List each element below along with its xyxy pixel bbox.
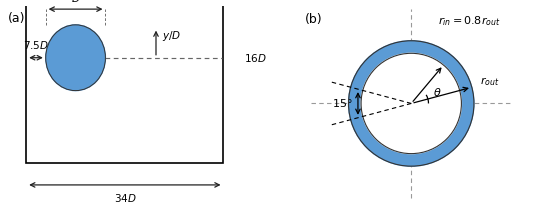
Text: $16D$: $16D$ [244, 52, 267, 64]
Bar [26, 0, 224, 163]
Text: (a): (a) [8, 12, 25, 25]
Text: $r_{out}$: $r_{out}$ [480, 75, 500, 88]
Text: $15°$: $15°$ [332, 97, 353, 110]
Text: $D$: $D$ [71, 0, 81, 4]
Text: $r_{in} = 0.8r_{out}$: $r_{in} = 0.8r_{out}$ [438, 14, 500, 28]
Circle shape [46, 25, 105, 90]
Circle shape [361, 53, 461, 154]
Text: $\theta$: $\theta$ [433, 87, 442, 98]
Text: $y/D$: $y/D$ [162, 29, 182, 43]
Circle shape [348, 41, 474, 166]
Text: (b): (b) [305, 13, 322, 25]
Text: $7.5D$: $7.5D$ [23, 39, 49, 51]
Text: $34D$: $34D$ [114, 192, 136, 204]
